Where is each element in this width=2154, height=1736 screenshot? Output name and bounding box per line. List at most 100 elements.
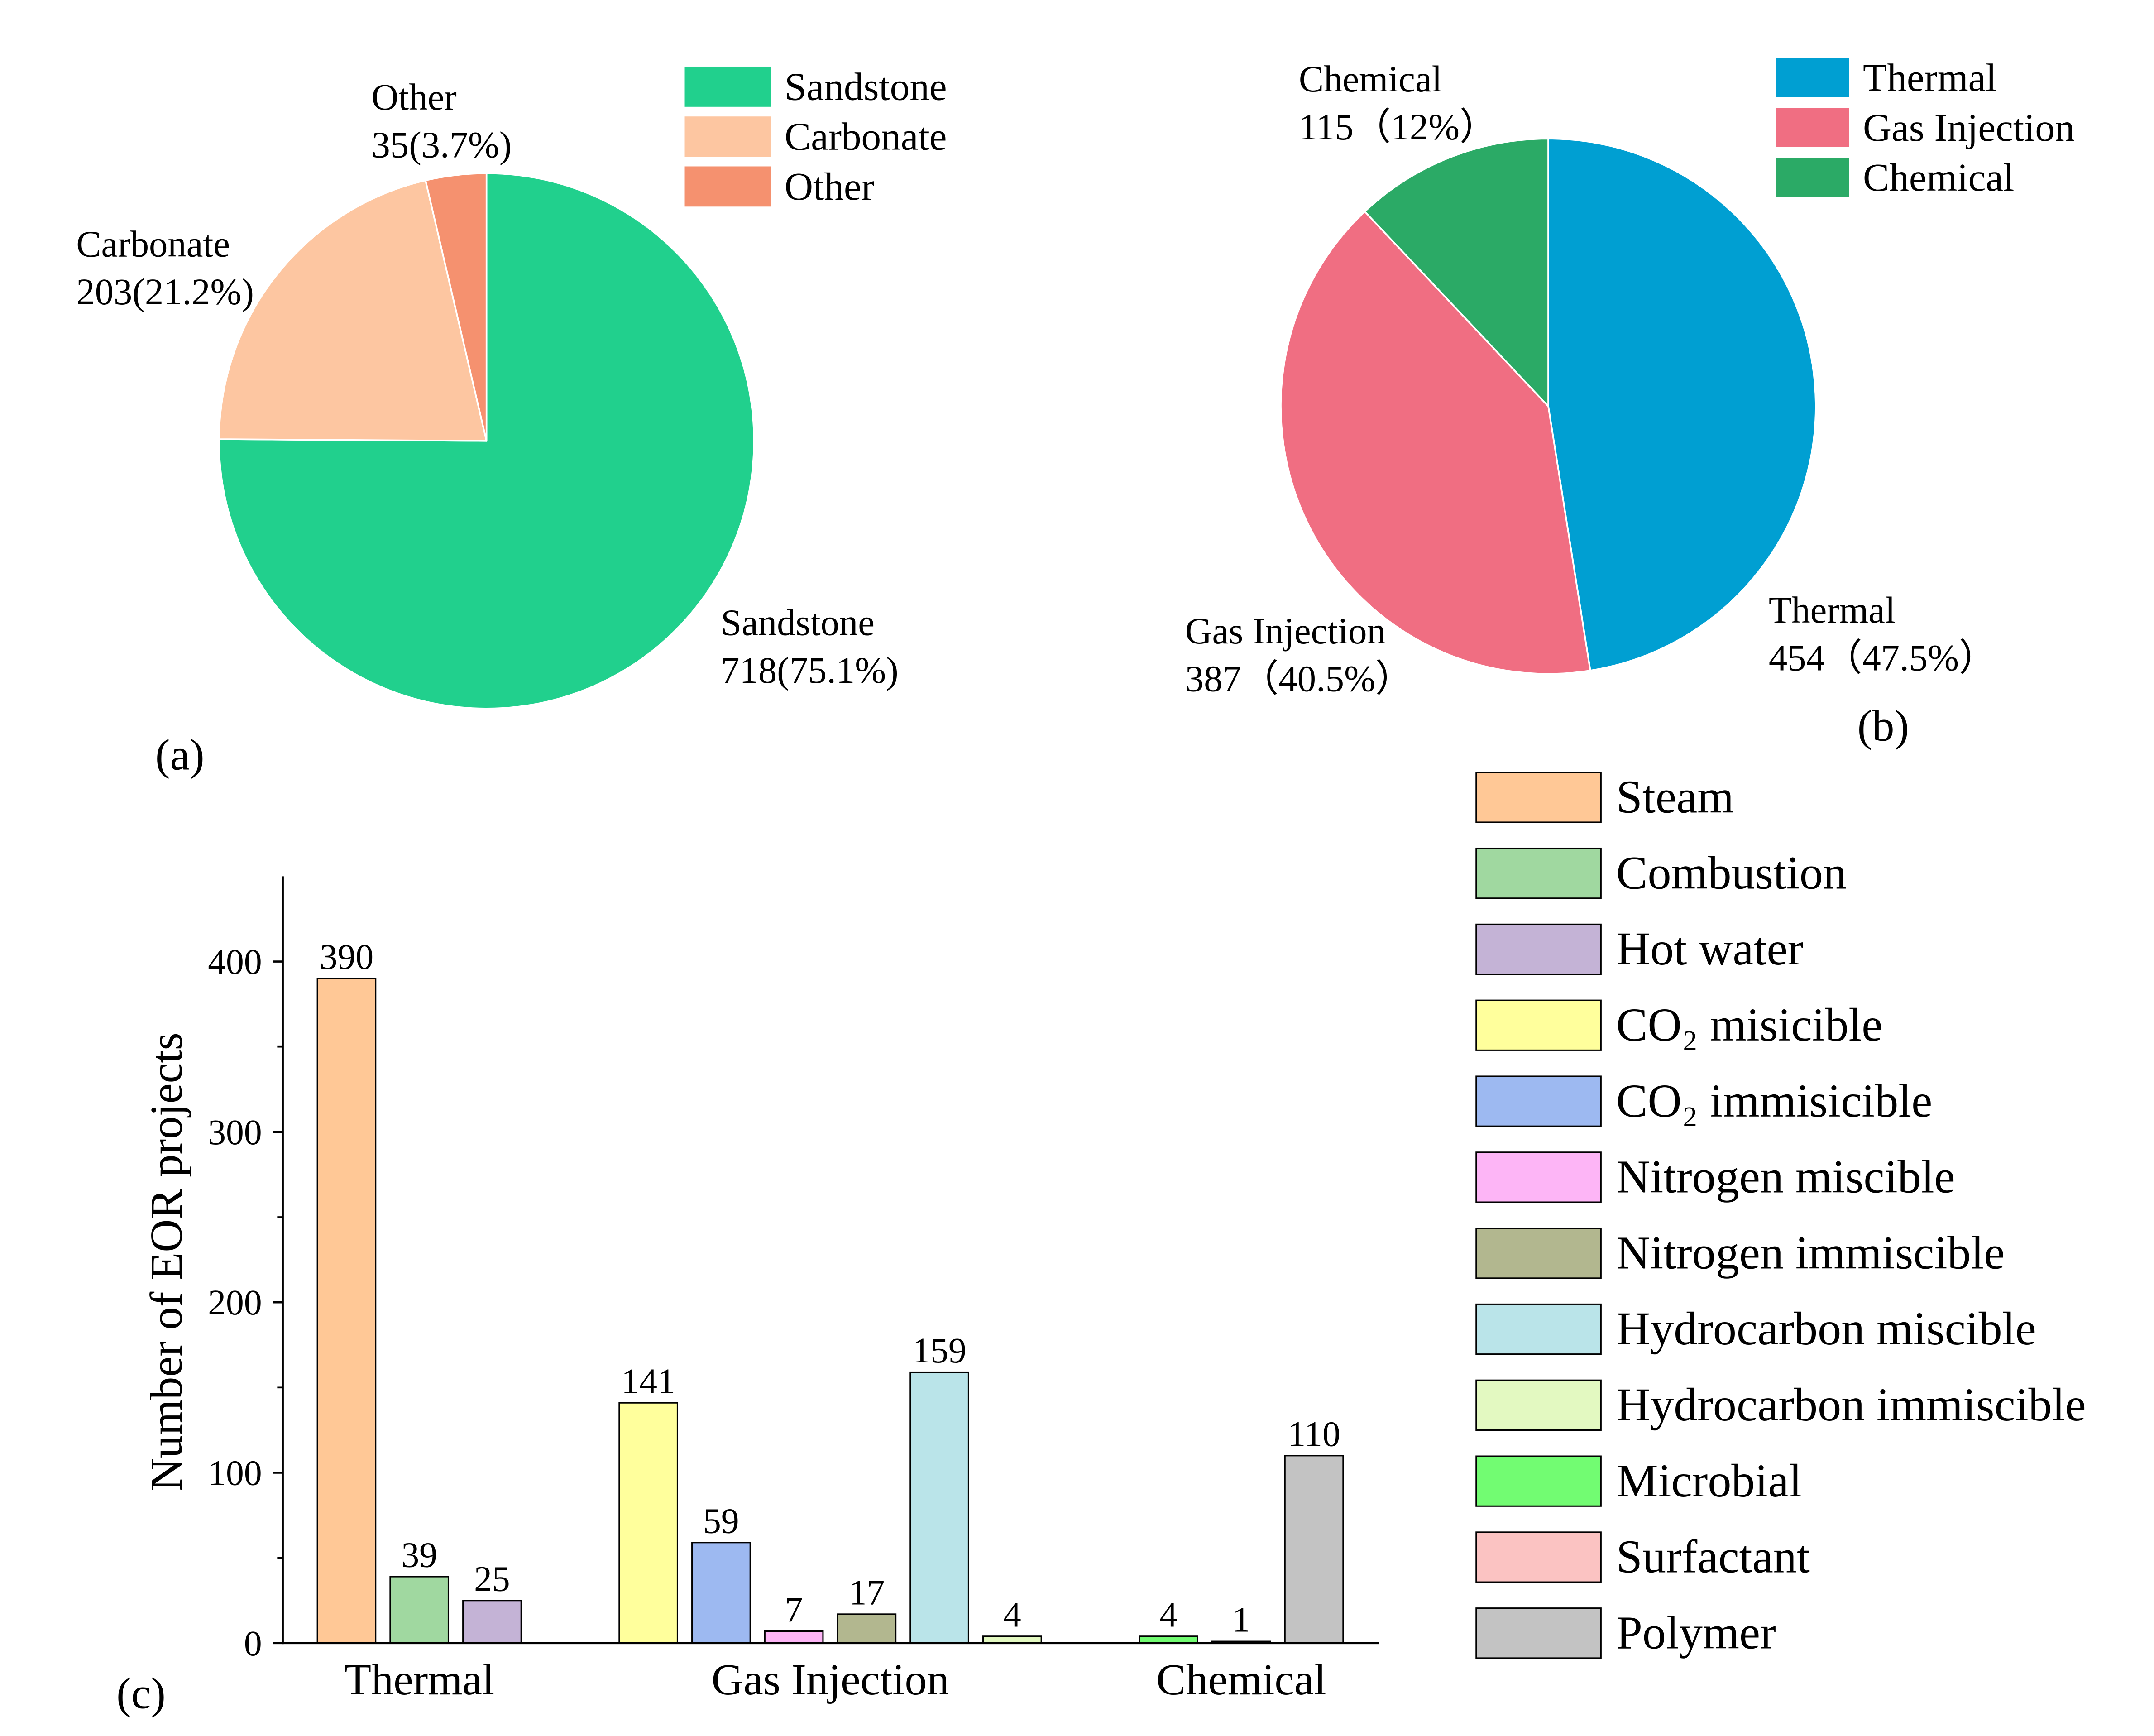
pie-b-value-label-chemical: 115（12%）: [1299, 106, 1497, 148]
pie-b-value-label-gas-injection: 387（40.5%）: [1185, 658, 1413, 700]
legend-label-combustion: Combustion: [1616, 846, 1847, 899]
bar-value-label-combustion: 39: [401, 1535, 437, 1575]
pie-a-legend: Sandstone Carbonate Other: [684, 64, 947, 208]
bar-hydrocarbon-miscible: [909, 1371, 969, 1644]
legend-swatch-hydrocarbon-immiscible: [1475, 1379, 1602, 1431]
panel-c-eor-projects-bar-chart: 390 39 25 141 59 7 17 159 4 4 1 110 Thermal Gas Injec…: [208, 771, 2086, 1705]
y-tick-label-100: 100: [208, 1453, 262, 1493]
panel-b-eor-method-pie: Thermal 454（47.5%） Gas Injection 387（40.5%）…: [1185, 56, 2075, 700]
legend-swatch-co2-misicible: [1475, 999, 1602, 1051]
y-tick-label-300: 300: [208, 1113, 262, 1152]
panel-label-a: (a): [155, 731, 205, 780]
legend-swatch-polymer: [1475, 1607, 1602, 1659]
bar-legend: Steam Combustion Hot water CO₂ misicible CO₂…: [1475, 771, 2086, 1659]
legend-label-polymer: Polymer: [1616, 1606, 1776, 1659]
pie-b-value-label-thermal: 454（47.5%）: [1769, 637, 1996, 679]
pie-a-slice-other: [425, 172, 488, 442]
bar-value-label-hydrocarbon-immiscible: 4: [1003, 1595, 1021, 1635]
bar-value-label-nitrogen-immiscible: 17: [849, 1573, 885, 1612]
bar-value-label-nitrogen-miscible: 7: [785, 1590, 803, 1630]
legend-swatch-nitrogen-immiscible: [1475, 1228, 1602, 1279]
x-category-label-gas-injection: Gas Injection: [711, 1655, 949, 1704]
pie-a-legend-swatch-sandstone: [684, 66, 771, 107]
legend-swatch-hydrocarbon-miscible: [1475, 1303, 1602, 1355]
bar-value-label-polymer: 110: [1288, 1414, 1340, 1454]
pie-b-slice-labels: Thermal 454（47.5%） Gas Injection 387（40.5%）…: [1185, 58, 1996, 699]
bar-value-label-microbial: 4: [1159, 1595, 1178, 1635]
legend-swatch-steam: [1475, 772, 1602, 823]
bar-nitrogen-miscible: [764, 1630, 824, 1644]
pie-a-legend-label-other: Other: [785, 164, 875, 208]
legend-label-hydrocarbon-immiscible: Hydrocarbon immiscible: [1616, 1378, 2086, 1431]
bar-hot-water: [462, 1600, 522, 1644]
legend-label-nitrogen-miscible: Nitrogen miscible: [1616, 1151, 1955, 1203]
x-category-labels: Thermal Gas Injection Chemical: [344, 1655, 1326, 1704]
legend-swatch-co2-immisicible: [1475, 1075, 1602, 1127]
panel-label-c: (c): [116, 1669, 166, 1718]
legend-swatch-hot-water: [1475, 923, 1602, 975]
legend-swatch-combustion: [1475, 847, 1602, 899]
bar-value-label-steam: 390: [320, 937, 373, 977]
pie-a-slice-carbonate: [218, 179, 488, 442]
pie-b-slice-chemical: [1364, 138, 1549, 408]
pie-a-value-label-sandstone: 718(75.1%): [721, 649, 899, 691]
legend-label-steam: Steam: [1616, 771, 1734, 823]
bar-value-label-hot-water: 25: [474, 1559, 510, 1599]
bar-value-labels: 390 39 25 141 59 7 17 159 4 4 1 110: [320, 937, 1340, 1640]
pie-b-label-chemical: Chemical: [1299, 58, 1442, 100]
legend-label-hydrocarbon-miscible: Hydrocarbon miscible: [1616, 1302, 2036, 1355]
pie-b-legend: Thermal Gas Injection Chemical: [1776, 56, 2075, 199]
pie-b-legend-label-thermal: Thermal: [1863, 56, 1997, 100]
y-tick-label-0: 0: [244, 1624, 262, 1664]
bar-polymer: [1284, 1455, 1344, 1644]
axes: 0 100 200 300 400: [208, 876, 1379, 1664]
y-tick-label-200: 200: [208, 1283, 262, 1323]
legend-label-nitrogen-immiscible: Nitrogen immiscible: [1616, 1226, 2005, 1279]
pie-a-legend-label-sandstone: Sandstone: [785, 64, 947, 108]
pie-a-label-carbonate: Carbonate: [76, 223, 230, 265]
bar-value-label-hydrocarbon-miscible: 159: [912, 1331, 966, 1371]
legend-label-co2-misicible: CO₂ misicible: [1616, 998, 1882, 1051]
pie-b-legend-label-gas-injection: Gas Injection: [1863, 106, 2075, 149]
pie-a-label-other: Other: [372, 76, 457, 118]
panel-a-lithology-pie: Sandstone 718(75.1%) Carbonate 203(21.2%) Ot…: [76, 64, 947, 710]
pie-a-value-label-carbonate: 203(21.2%): [76, 271, 254, 312]
x-category-label-thermal: Thermal: [344, 1655, 494, 1704]
pie-b-label-thermal: Thermal: [1769, 589, 1896, 631]
bars: [316, 978, 1344, 1644]
legend-label-co2-immisicible: CO₂ immisicible: [1616, 1074, 1932, 1127]
pie-a-legend-label-carbonate: Carbonate: [785, 115, 947, 158]
bar-combustion: [389, 1576, 450, 1644]
y-tick-label-400: 400: [208, 942, 262, 982]
pie-b-legend-swatch-gas-injection: [1776, 108, 1849, 147]
legend-label-hot-water: Hot water: [1616, 922, 1803, 975]
panel-label-b: (b): [1857, 701, 1909, 750]
pie-b-legend-swatch-thermal: [1776, 58, 1849, 97]
pie-a-slice-labels: Sandstone 718(75.1%) Carbonate 203(21.2%) Ot…: [76, 76, 898, 691]
pie-a-value-label-other: 35(3.7%): [372, 124, 512, 166]
pie-b-legend-label-chemical: Chemical: [1863, 155, 2014, 199]
bar-co2-misicible: [618, 1402, 678, 1644]
legend-swatch-microbial: [1475, 1455, 1602, 1507]
x-category-label-chemical: Chemical: [1156, 1655, 1326, 1704]
pie-a-label-sandstone: Sandstone: [721, 602, 875, 643]
legend-label-microbial: Microbial: [1616, 1454, 1802, 1507]
pie-a-slices: [218, 172, 755, 710]
bar-value-label-co2-immisicible: 59: [703, 1501, 739, 1541]
legend-label-surfactant: Surfactant: [1616, 1530, 1810, 1583]
pie-a-legend-swatch-other: [684, 166, 771, 207]
bar-steam: [316, 978, 377, 1644]
pie-b-slices: [1280, 138, 1817, 675]
y-axis-title: Number of EOR projects: [141, 1032, 191, 1491]
bar-value-label-co2-misicible: 141: [621, 1362, 675, 1401]
pie-b-label-gas-injection: Gas Injection: [1185, 610, 1386, 652]
pie-b-slice-thermal: [1547, 138, 1817, 671]
legend-swatch-surfactant: [1475, 1531, 1602, 1583]
bar-co2-immisicible: [691, 1542, 751, 1644]
legend-swatch-nitrogen-miscible: [1475, 1151, 1602, 1203]
pie-b-legend-swatch-chemical: [1776, 158, 1849, 197]
pie-a-slice-sandstone: [218, 172, 755, 710]
pie-a-legend-swatch-carbonate: [684, 116, 771, 157]
bar-nitrogen-immiscible: [837, 1613, 897, 1644]
